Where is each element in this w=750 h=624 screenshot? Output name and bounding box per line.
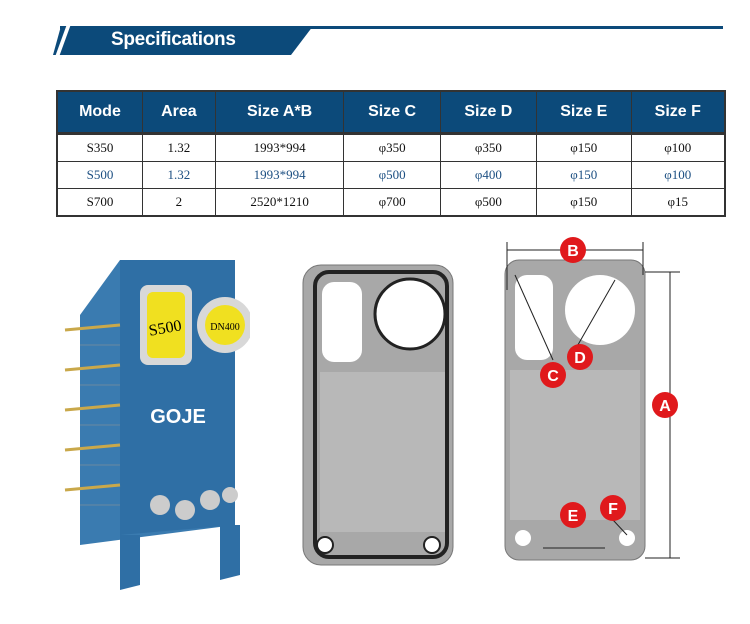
cell: φ150 <box>535 133 632 162</box>
plate-image <box>302 264 454 566</box>
flange-label: DN400 <box>210 322 239 333</box>
cell: φ150 <box>535 161 632 189</box>
cell: S350 <box>56 133 143 162</box>
dimension-diagram: B A C D E F <box>504 237 680 561</box>
cell: S700 <box>56 188 143 217</box>
brand-logo: GOJE <box>150 406 206 428</box>
header-rule <box>60 26 723 29</box>
table-row: S350 1.32 1993*994 φ350 φ350 φ150 φ100 <box>56 133 726 162</box>
table-row: S500 1.32 1993*994 φ500 φ400 φ150 φ100 <box>56 161 726 189</box>
cell: φ350 <box>439 133 537 162</box>
cell: φ100 <box>630 133 726 162</box>
cell: φ350 <box>343 133 441 162</box>
label-f: F <box>608 501 618 518</box>
cell: 1993*994 <box>214 133 345 162</box>
col-area: Area <box>141 90 216 135</box>
col-size-d: Size D <box>439 90 537 135</box>
cell: 1.32 <box>141 161 216 189</box>
section-banner: Specifications <box>53 26 313 55</box>
cell: φ150 <box>535 188 632 217</box>
label-a: A <box>659 398 671 415</box>
label-e: E <box>568 508 579 525</box>
cell: φ400 <box>439 161 537 189</box>
cell: 1993*994 <box>214 161 345 189</box>
table-row: S700 2 2520*1210 φ700 φ500 φ150 φ15 <box>56 188 726 217</box>
cell: φ15 <box>630 188 726 217</box>
col-size-ab: Size A*B <box>214 90 345 135</box>
heat-exchanger-image: S500 DN400 GOJE <box>64 260 250 590</box>
cell: S500 <box>56 161 143 189</box>
col-size-e: Size E <box>535 90 632 135</box>
label-d: D <box>574 350 586 367</box>
cell: φ500 <box>439 188 537 217</box>
cell: 2 <box>141 188 216 217</box>
cell: φ700 <box>343 188 441 217</box>
section-title: Specifications <box>111 29 236 50</box>
col-size-f: Size F <box>630 90 726 135</box>
cell: φ500 <box>343 161 441 189</box>
label-c: C <box>547 368 559 385</box>
label-b: B <box>567 243 579 260</box>
cell: 1.32 <box>141 133 216 162</box>
col-mode: Mode <box>56 90 143 135</box>
spec-table: Mode Area Size A*B Size C Size D Size E … <box>56 90 726 217</box>
table-header-row: Mode Area Size A*B Size C Size D Size E … <box>56 90 726 135</box>
cell: φ100 <box>630 161 726 189</box>
plate-label: S500 <box>148 317 183 339</box>
col-size-c: Size C <box>343 90 441 135</box>
cell: 2520*1210 <box>214 188 345 217</box>
